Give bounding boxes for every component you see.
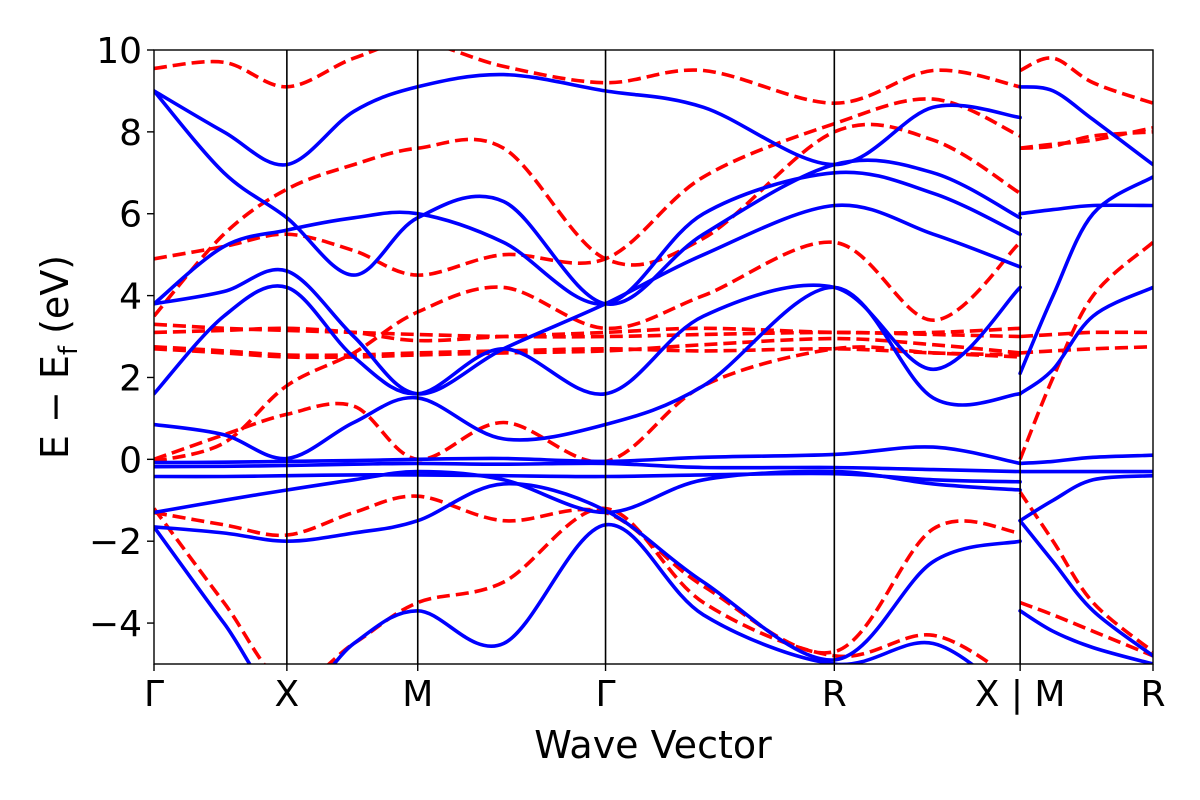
solid-band-10 [154,89,1022,306]
high-symmetry-lines [286,50,1021,664]
solid-band-11 [154,72,1022,167]
plot-area [154,50,1153,664]
y-tick-label-2: 0 [119,440,142,481]
dashed-band-27 [154,122,1022,318]
y-axis-label: E − Ef (eV) [33,255,84,459]
x-tick-label-5: X | M [975,674,1066,715]
dashed-band-36 [1018,241,1153,460]
plot-frame [153,49,1154,665]
y-tick-label-5: 6 [119,195,142,236]
solid-band-12 [1018,453,1153,466]
solid-band-0 [154,445,1022,466]
dashed-band-32 [1020,330,1153,339]
solid-band-16 [1018,609,1153,664]
solid-band-9 [154,170,1022,306]
y-tick-label-0: −4 [89,604,142,645]
x-tick-label-4: R [822,674,847,715]
y-tick-label-7: 10 [96,31,142,72]
dashed-band-35 [1020,130,1153,150]
dashed-band-22 [154,336,1021,360]
y-axis-label-unit: (eV) [33,255,77,346]
dashed-band-30 [154,494,1021,655]
dashed-band-37 [1018,491,1153,654]
solid-band-14 [1018,473,1153,523]
dashed-band-21 [154,345,1021,358]
x-tick-label-1: X [275,674,300,715]
dashed-band-28 [154,97,1021,277]
solid-band-15 [1018,518,1153,658]
y-axis-label-sub: f [54,345,84,355]
solid-band-1 [154,461,1022,474]
y-tick-label-4: 4 [119,277,142,318]
dashed-band-25 [154,345,1021,464]
dashed-band-39 [1019,56,1153,105]
y-tick-label-1: −2 [89,522,142,563]
dashed-band-33 [1020,345,1153,355]
y-tick-label-3: 2 [119,358,142,399]
x-axis: Γ X M Γ R X | M R [144,664,1166,715]
x-axis-label: Wave Vector [534,723,772,767]
x-tick-label-6: R [1140,674,1165,715]
y-axis-label-main: E − E [33,355,77,459]
solid-band-8 [154,203,1022,396]
solid-band-7 [154,283,1022,396]
solid-band-5 [154,522,975,664]
y-tick-label-6: 8 [119,113,142,154]
dashed-band-26 [154,240,1022,464]
solid-band-20 [1018,85,1153,167]
solid-band-19 [1018,175,1153,376]
solid-band-18 [1018,203,1153,216]
dashed-band-38 [1019,600,1153,658]
x-tick-label-2: M [402,674,433,715]
solid-band-17 [1018,285,1153,396]
x-tick-label-0: Γ [144,674,164,715]
dashed-band-31 [154,506,994,664]
dashed-band-29 [154,50,1021,105]
x-tick-label-3: Γ [596,674,616,715]
y-axis: −4 −2 0 2 4 6 8 10 [89,31,154,645]
